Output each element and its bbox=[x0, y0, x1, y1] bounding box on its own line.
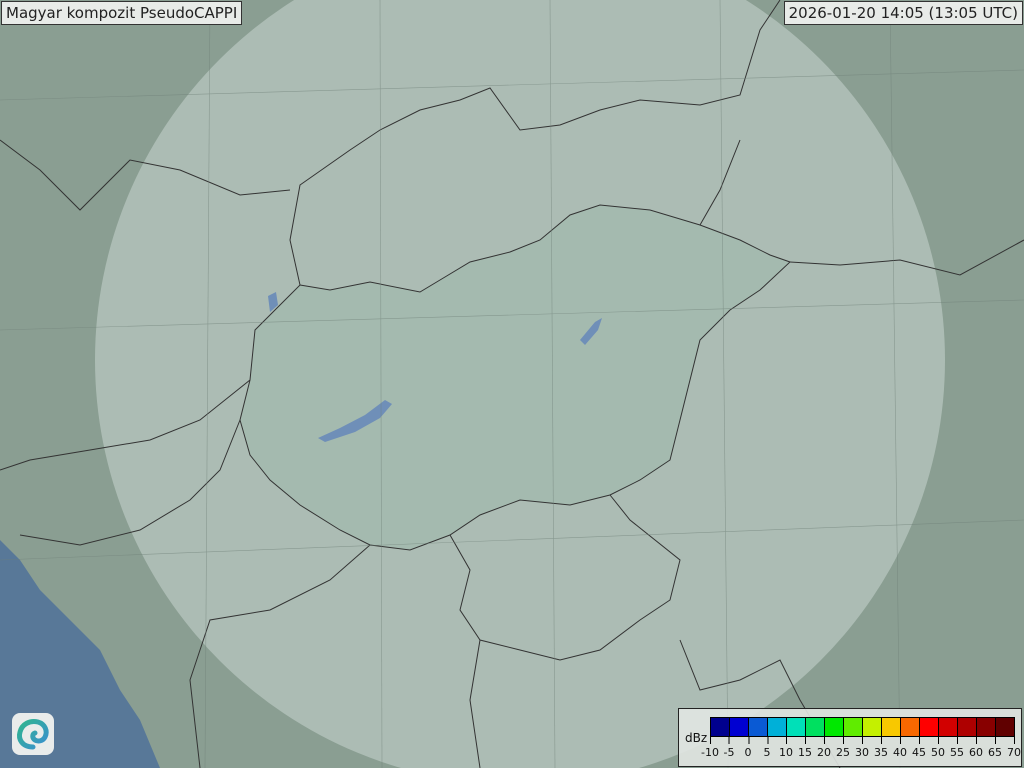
legend-tick-label: 10 bbox=[779, 737, 793, 759]
legend-color-box bbox=[863, 718, 882, 736]
legend-tick-label: 25 bbox=[836, 737, 850, 759]
hungary-territory bbox=[240, 205, 790, 550]
timestamp: 2026-01-20 14:05 (13:05 UTC) bbox=[783, 1, 1023, 25]
legend-color-box bbox=[787, 718, 806, 736]
legend-tick-label: 5 bbox=[764, 737, 771, 759]
legend-color-box bbox=[939, 718, 958, 736]
legend-tick-label: 50 bbox=[931, 737, 945, 759]
lake-balaton bbox=[318, 400, 392, 442]
legend-tick-label: -5 bbox=[724, 737, 734, 759]
legend-color-scale bbox=[710, 717, 1015, 737]
legend-color-box bbox=[958, 718, 977, 736]
legend-color-box bbox=[920, 718, 939, 736]
legend-color-box bbox=[996, 718, 1014, 736]
legend-tick-labels: -10 -5 0 5 10 15 20 25 30 35 40 45 50 55 60 65 70 bbox=[701, 737, 1021, 767]
legend-color-box bbox=[749, 718, 768, 736]
legend-color-box bbox=[882, 718, 901, 736]
legend-tick-label: 30 bbox=[855, 737, 869, 759]
legend-color-box bbox=[977, 718, 996, 736]
legend-tick-label: 15 bbox=[798, 737, 812, 759]
legend-tick-label: 60 bbox=[969, 737, 983, 759]
legend-tick-label: 40 bbox=[893, 737, 907, 759]
legend-color-box bbox=[844, 718, 863, 736]
dbz-legend: dBz -10 -5 0 5 10 15 20 25 30 35 40 45 50 55 60 65 70 bbox=[678, 708, 1022, 767]
lake-neusiedl bbox=[268, 292, 278, 312]
legend-tick-label: 35 bbox=[874, 737, 888, 759]
legend-tick-label: 0 bbox=[745, 737, 752, 759]
product-title: Magyar kompozit PseudoCAPPI bbox=[1, 1, 243, 25]
lake-tisza bbox=[580, 318, 602, 345]
legend-tick-label: 55 bbox=[950, 737, 964, 759]
swirl-logo-icon[interactable] bbox=[12, 713, 54, 755]
legend-tick-label: 20 bbox=[817, 737, 831, 759]
legend-color-box bbox=[768, 718, 787, 736]
adriatic-sea bbox=[0, 540, 160, 768]
legend-unit: dBz bbox=[685, 731, 708, 745]
legend-color-box bbox=[901, 718, 920, 736]
legend-tick-label: -10 bbox=[701, 737, 719, 759]
legend-color-box bbox=[711, 718, 730, 736]
legend-tick-label: 65 bbox=[988, 737, 1002, 759]
legend-color-box bbox=[825, 718, 844, 736]
legend-tick-label: 70 bbox=[1007, 737, 1021, 759]
legend-color-box bbox=[806, 718, 825, 736]
legend-color-box bbox=[730, 718, 749, 736]
legend-tick-label: 45 bbox=[912, 737, 926, 759]
